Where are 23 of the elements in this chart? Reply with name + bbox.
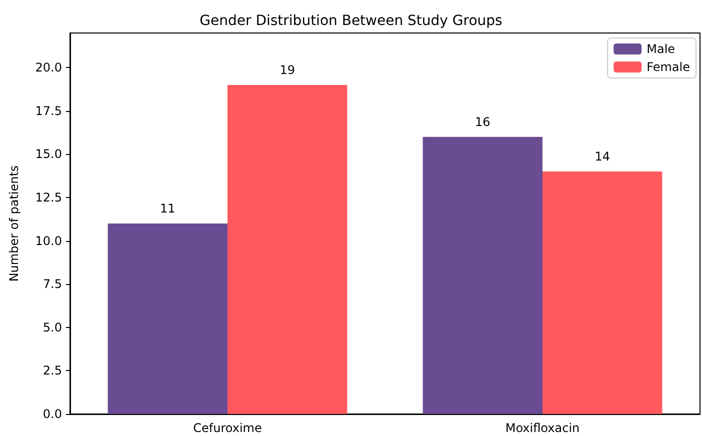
x-tick-label: Moxifloxacin [505,421,580,435]
data-label: 16 [475,114,490,129]
y-tick-label: 2.5 [42,364,62,378]
legend-label: Male [646,42,676,56]
y-tick-label: 5.0 [42,320,62,334]
data-label: 14 [594,150,610,164]
y-tick-label: 10.0 [35,234,62,248]
x-tick-label: Cefuroxime [193,421,262,435]
y-axis-title: Number of patients [7,165,21,282]
y-tick-label: 0.0 [42,407,62,421]
bar [108,224,228,414]
data-label: 19 [280,62,295,77]
bar [542,172,662,414]
y-tick-label: 20.0 [35,60,62,75]
y-tick-label: 15.0 [35,147,62,162]
y-tick-label: 12.5 [35,190,62,205]
y-tick-label: 7.5 [42,277,62,292]
bar [422,136,542,414]
chart-title: Gender Distribution Between Study Groups [200,13,502,29]
bar [228,84,348,414]
legend-label: Female [646,60,690,74]
y-tick-label: 17.5 [35,104,62,118]
data-label: 11 [160,202,176,216]
